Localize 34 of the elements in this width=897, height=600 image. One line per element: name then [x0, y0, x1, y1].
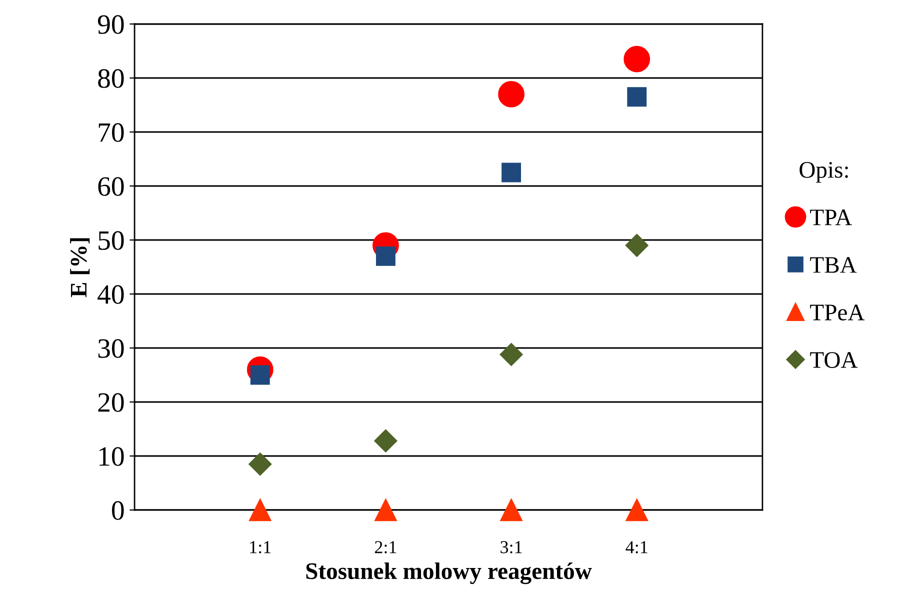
x-tick-label: 1:1: [250, 541, 271, 554]
point: [624, 46, 650, 72]
point: [248, 452, 272, 476]
y-axis-title: E [%]: [70, 238, 90, 298]
point: [500, 342, 523, 366]
x-tick-label: 3:1: [500, 541, 522, 554]
y-tick-label: 80: [98, 69, 124, 88]
y-tick-label: 70: [98, 123, 124, 142]
point: [625, 234, 648, 257]
point: [376, 246, 396, 266]
y-tick-label: 20: [98, 393, 124, 412]
legend-label: TOA: [810, 352, 858, 368]
y-tick-label: 0: [112, 501, 124, 520]
point: [626, 498, 648, 522]
x-tick-label: 4:1: [626, 541, 648, 554]
legend-label: TPeA: [810, 304, 865, 320]
legend-label: TBA: [810, 257, 857, 273]
y-tick-label: 90: [98, 15, 124, 34]
point: [374, 429, 398, 452]
point: [627, 87, 647, 107]
point: [374, 498, 397, 522]
point: [502, 162, 522, 182]
y-tick-label: 40: [98, 285, 124, 304]
x-axis-title: Stosunek molowy reagentów: [306, 562, 592, 584]
y-tick-label: 10: [99, 447, 124, 466]
y-tick-label: 50: [98, 231, 124, 250]
y-tick-label: 30: [98, 339, 124, 358]
point: [249, 498, 272, 522]
y-tick-label: 60: [98, 177, 124, 196]
legend-label: TPA: [810, 210, 852, 226]
point: [500, 498, 522, 522]
x-tick-label: 2:1: [374, 541, 396, 554]
legend-title: Opis:: [800, 162, 848, 183]
point: [498, 81, 524, 108]
